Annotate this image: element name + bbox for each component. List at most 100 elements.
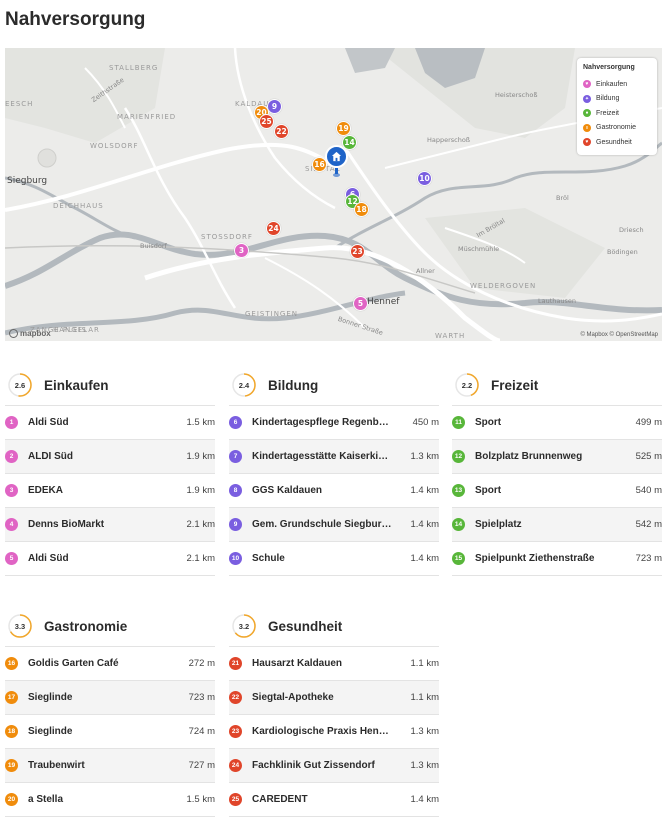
- map-marker-22[interactable]: 22: [274, 124, 289, 139]
- item-name: Denns BioMarkt: [28, 519, 105, 530]
- category-gesundheit: 3.2 Gesundheit 21 Hausarzt Kaldauen 1.1 km 22…: [229, 608, 439, 817]
- map-attribution[interactable]: © Mapbox © OpenStreetMap: [580, 332, 658, 338]
- map-marker-5[interactable]: 5: [353, 296, 368, 311]
- list-item[interactable]: 11 Sport 499 m: [452, 406, 662, 440]
- mapbox-logo[interactable]: mapbox: [9, 329, 51, 338]
- score-value: 3.3: [14, 621, 26, 631]
- category-title: Bildung: [268, 377, 319, 393]
- health-icon: ♥: [583, 138, 591, 147]
- list-item[interactable]: 7 Kindertagesstätte Kaiserkinder 1.3 km: [229, 440, 439, 474]
- education-icon: ✦: [583, 94, 591, 103]
- item-number-badge: 18: [5, 725, 18, 738]
- item-distance: 1.5 km: [186, 794, 215, 805]
- map-label-weldergoven: WELDERGOVEN: [470, 282, 537, 290]
- item-number-badge: 23: [229, 725, 242, 738]
- item-name: Sport: [475, 485, 502, 496]
- score-ring: 3.3: [7, 613, 33, 639]
- score-ring: 3.2: [231, 613, 257, 639]
- legend-item-bildung: ✦ Bildung: [583, 92, 651, 107]
- list-item[interactable]: 23 Kardiologische Praxis Hennef 1.3 km: [229, 715, 439, 749]
- item-distance: 2.1 km: [186, 553, 215, 564]
- item-name: Aldi Süd: [28, 553, 69, 564]
- list-item[interactable]: 14 Spielplatz 542 m: [452, 508, 662, 542]
- list-item[interactable]: 19 Traubenwirt 727 m: [5, 749, 215, 783]
- score-value: 3.2: [238, 621, 250, 631]
- list-item[interactable]: 15 Spielpunkt Ziethenstraße 723 m: [452, 542, 662, 576]
- list-item[interactable]: 13 Sport 540 m: [452, 474, 662, 508]
- list-item[interactable]: 16 Goldis Garten Café 272 m: [5, 647, 215, 681]
- list-item[interactable]: 4 Denns BioMarkt 2.1 km: [5, 508, 215, 542]
- home-marker-shadow: [333, 173, 340, 177]
- item-number-badge: 2: [5, 450, 18, 463]
- list-item[interactable]: 3 EDEKA 1.9 km: [5, 474, 215, 508]
- item-name: ALDI Süd: [28, 451, 73, 462]
- item-distance: 1.5 km: [186, 417, 215, 428]
- item-name: Kardiologische Praxis Hennef: [252, 726, 393, 737]
- map-marker-18[interactable]: 18: [354, 202, 369, 217]
- map-base[interactable]: [5, 48, 662, 341]
- item-number-badge: 19: [5, 759, 18, 772]
- list-item[interactable]: 21 Hausarzt Kaldauen 1.1 km: [229, 647, 439, 681]
- item-distance: 724 m: [188, 726, 215, 737]
- item-name: a Stella: [28, 794, 64, 805]
- home-marker-pin: [335, 168, 338, 174]
- item-number-badge: 3: [5, 484, 18, 497]
- item-number-badge: 25: [229, 793, 242, 806]
- list-item[interactable]: 25 CAREDENT 1.4 km: [229, 783, 439, 817]
- map-marker-3[interactable]: 3: [234, 243, 249, 258]
- list-item[interactable]: 24 Fachklinik Gut Zissendorf 1.3 km: [229, 749, 439, 783]
- legend-label: Freizeit: [596, 109, 619, 117]
- list-item[interactable]: 10 Schule 1.4 km: [229, 542, 439, 576]
- map-marker-9[interactable]: 9: [267, 99, 282, 114]
- item-name: Sieglinde: [28, 692, 73, 703]
- item-distance: 2.1 km: [186, 519, 215, 530]
- leisure-icon: ●: [583, 109, 591, 118]
- list-item[interactable]: 12 Bolzplatz Brunnenweg 525 m: [452, 440, 662, 474]
- item-distance: 1.4 km: [410, 485, 439, 496]
- map-marker-16[interactable]: 16: [312, 157, 327, 172]
- item-name: Kindertagespflege Regenbogen: [252, 417, 393, 428]
- category-header: 3.2 Gesundheit: [229, 608, 439, 644]
- category-title: Freizeit: [491, 377, 539, 393]
- map-marker-10[interactable]: 10: [417, 171, 432, 186]
- legend-item-gesundheit: ♥ Gesundheit: [583, 135, 651, 150]
- item-distance: 723 m: [635, 553, 662, 564]
- mapbox-logo-text: mapbox: [20, 329, 51, 338]
- score-value: 2.2: [461, 380, 473, 390]
- item-name: Goldis Garten Café: [28, 658, 119, 669]
- home-marker[interactable]: [325, 145, 348, 168]
- list-item[interactable]: 18 Sieglinde 724 m: [5, 715, 215, 749]
- list-item[interactable]: 22 Siegtal-Apotheke 1.1 km: [229, 681, 439, 715]
- map-marker-24[interactable]: 24: [266, 221, 281, 236]
- item-name: Traubenwirt: [28, 760, 85, 771]
- map-marker-14[interactable]: 14: [342, 135, 357, 150]
- list-item[interactable]: 2 ALDI Süd 1.9 km: [5, 440, 215, 474]
- map-label-eesch: EESCH: [5, 100, 34, 108]
- list-item[interactable]: 20 a Stella 1.5 km: [5, 783, 215, 817]
- map[interactable]: STALLBERG EESCH MARIENFRIED WOLSDORF Sie…: [5, 48, 662, 341]
- map-label-muschmuehle: Müschmühle: [458, 245, 500, 253]
- item-name: Gem. Grundschule Siegburg-Kaldauen: [252, 519, 393, 530]
- list-item[interactable]: 17 Sieglinde 723 m: [5, 681, 215, 715]
- page-title: Nahversorgung: [5, 9, 146, 30]
- list-item[interactable]: 9 Gem. Grundschule Siegburg-Kaldauen 1.4 k…: [229, 508, 439, 542]
- item-number-badge: 14: [452, 518, 465, 531]
- map-label-lauthausen: Lauthausen: [538, 297, 577, 305]
- map-marker-19[interactable]: 19: [336, 121, 351, 136]
- legend-item-gastronomie: ıı Gastronomie: [583, 121, 651, 136]
- map-marker-23[interactable]: 23: [350, 244, 365, 259]
- list-item[interactable]: 1 Aldi Süd 1.5 km: [5, 406, 215, 440]
- category-list: 6 Kindertagespflege Regenbogen 450 m 7 Kinde…: [229, 405, 439, 576]
- list-item[interactable]: 5 Aldi Süd 2.1 km: [5, 542, 215, 576]
- item-number-badge: 24: [229, 759, 242, 772]
- map-label-driesch: Driesch: [619, 226, 644, 234]
- item-number-badge: 4: [5, 518, 18, 531]
- item-distance: 1.3 km: [410, 760, 439, 771]
- map-marker-25[interactable]: 25: [259, 114, 274, 129]
- map-label-deichhaus: DEICHHAUS: [53, 202, 104, 210]
- category-einkaufen: 2.6 Einkaufen 1 Aldi Süd 1.5 km 2 ALDI Süd 1.9 …: [5, 367, 215, 576]
- map-legend: Nahversorgung ♥ Einkaufen ✦ Bildung ● Fr…: [577, 58, 657, 155]
- list-item[interactable]: 8 GGS Kaldauen 1.4 km: [229, 474, 439, 508]
- list-item[interactable]: 6 Kindertagespflege Regenbogen 450 m: [229, 406, 439, 440]
